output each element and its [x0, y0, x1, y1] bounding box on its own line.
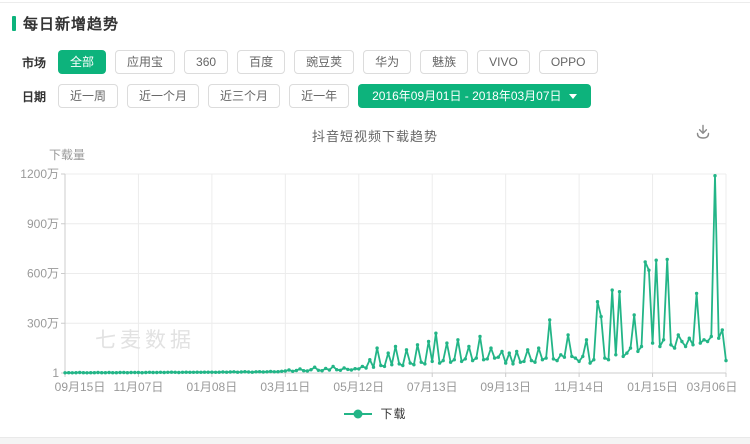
market-option-wandoujia[interactable]: 豌豆荚 [294, 50, 355, 74]
svg-text:01月15日: 01月15日 [627, 380, 678, 394]
market-option-all[interactable]: 全部 [58, 50, 107, 74]
svg-text:09月15日: 09月15日 [55, 380, 106, 394]
legend-line-marker-icon [344, 409, 373, 418]
chart-title: 抖音短视频下载趋势 [311, 129, 438, 144]
date-range-button[interactable]: 2016年09月01日 - 2018年03月07日 [358, 84, 591, 108]
market-option-360[interactable]: 360 [184, 50, 229, 74]
date-option-last-month[interactable]: 近一个月 [127, 84, 200, 108]
date-filter-row: 日期 近一周 近一个月 近三个月 近一年 2016年09月01日 - 2018年… [22, 84, 600, 108]
chart-header: 抖音短视频下载趋势 [0, 126, 750, 146]
svg-text:1200万: 1200万 [20, 167, 59, 181]
market-option-baidu[interactable]: 百度 [237, 50, 286, 74]
svg-text:1: 1 [52, 366, 59, 380]
download-arrow-glyph [696, 124, 710, 139]
svg-text:05月12日: 05月12日 [333, 380, 384, 394]
svg-text:600万: 600万 [27, 267, 59, 281]
legend-label: 下载 [380, 407, 407, 421]
download-icon[interactable] [692, 122, 714, 144]
svg-text:03月06日: 03月06日 [687, 380, 738, 394]
page-bottom-strip [0, 437, 750, 444]
section-title: 每日新增趋势 [23, 16, 120, 33]
top-divider [0, 2, 750, 3]
section-header: 每日新增趋势 [12, 13, 119, 34]
svg-text:300万: 300万 [27, 316, 59, 330]
market-filter-label: 市场 [22, 55, 47, 70]
svg-text:01月08日: 01月08日 [187, 380, 238, 394]
caret-down-icon [568, 93, 577, 99]
date-filter-label: 日期 [22, 89, 47, 104]
market-option-meizu[interactable]: 魅族 [420, 50, 469, 74]
section-accent-bar [12, 16, 16, 31]
date-range-label: 2016年09月01日 - 2018年03月07日 [372, 89, 562, 103]
date-option-last-year[interactable]: 近一年 [289, 84, 350, 108]
market-option-huawei[interactable]: 华为 [363, 50, 412, 74]
market-option-oppo[interactable]: OPPO [538, 50, 598, 74]
date-option-last-3-months[interactable]: 近三个月 [208, 84, 281, 108]
trend-chart[interactable]: 1 300万 600万 900万 1200万 09月15日 11月07日 01月08日 03月1… [0, 155, 750, 405]
legend-item-download[interactable]: 下载 [0, 405, 750, 422]
y-axis-unit-label: 下载量 [48, 148, 85, 162]
svg-text:11月14日: 11月14日 [554, 380, 604, 394]
svg-text:07月13日: 07月13日 [407, 380, 458, 394]
market-option-vivo[interactable]: VIVO [477, 50, 530, 74]
svg-text:09月13日: 09月13日 [480, 380, 531, 394]
svg-text:03月11日: 03月11日 [260, 380, 310, 394]
date-option-last-week[interactable]: 近一周 [58, 84, 119, 108]
market-option-yingyongbao[interactable]: 应用宝 [115, 50, 176, 74]
svg-text:11月07日: 11月07日 [114, 380, 164, 394]
svg-text:900万: 900万 [27, 217, 59, 231]
market-filter-row: 市场 全部 应用宝 360 百度 豌豆荚 华为 魅族 VIVO OPPO [22, 50, 607, 74]
